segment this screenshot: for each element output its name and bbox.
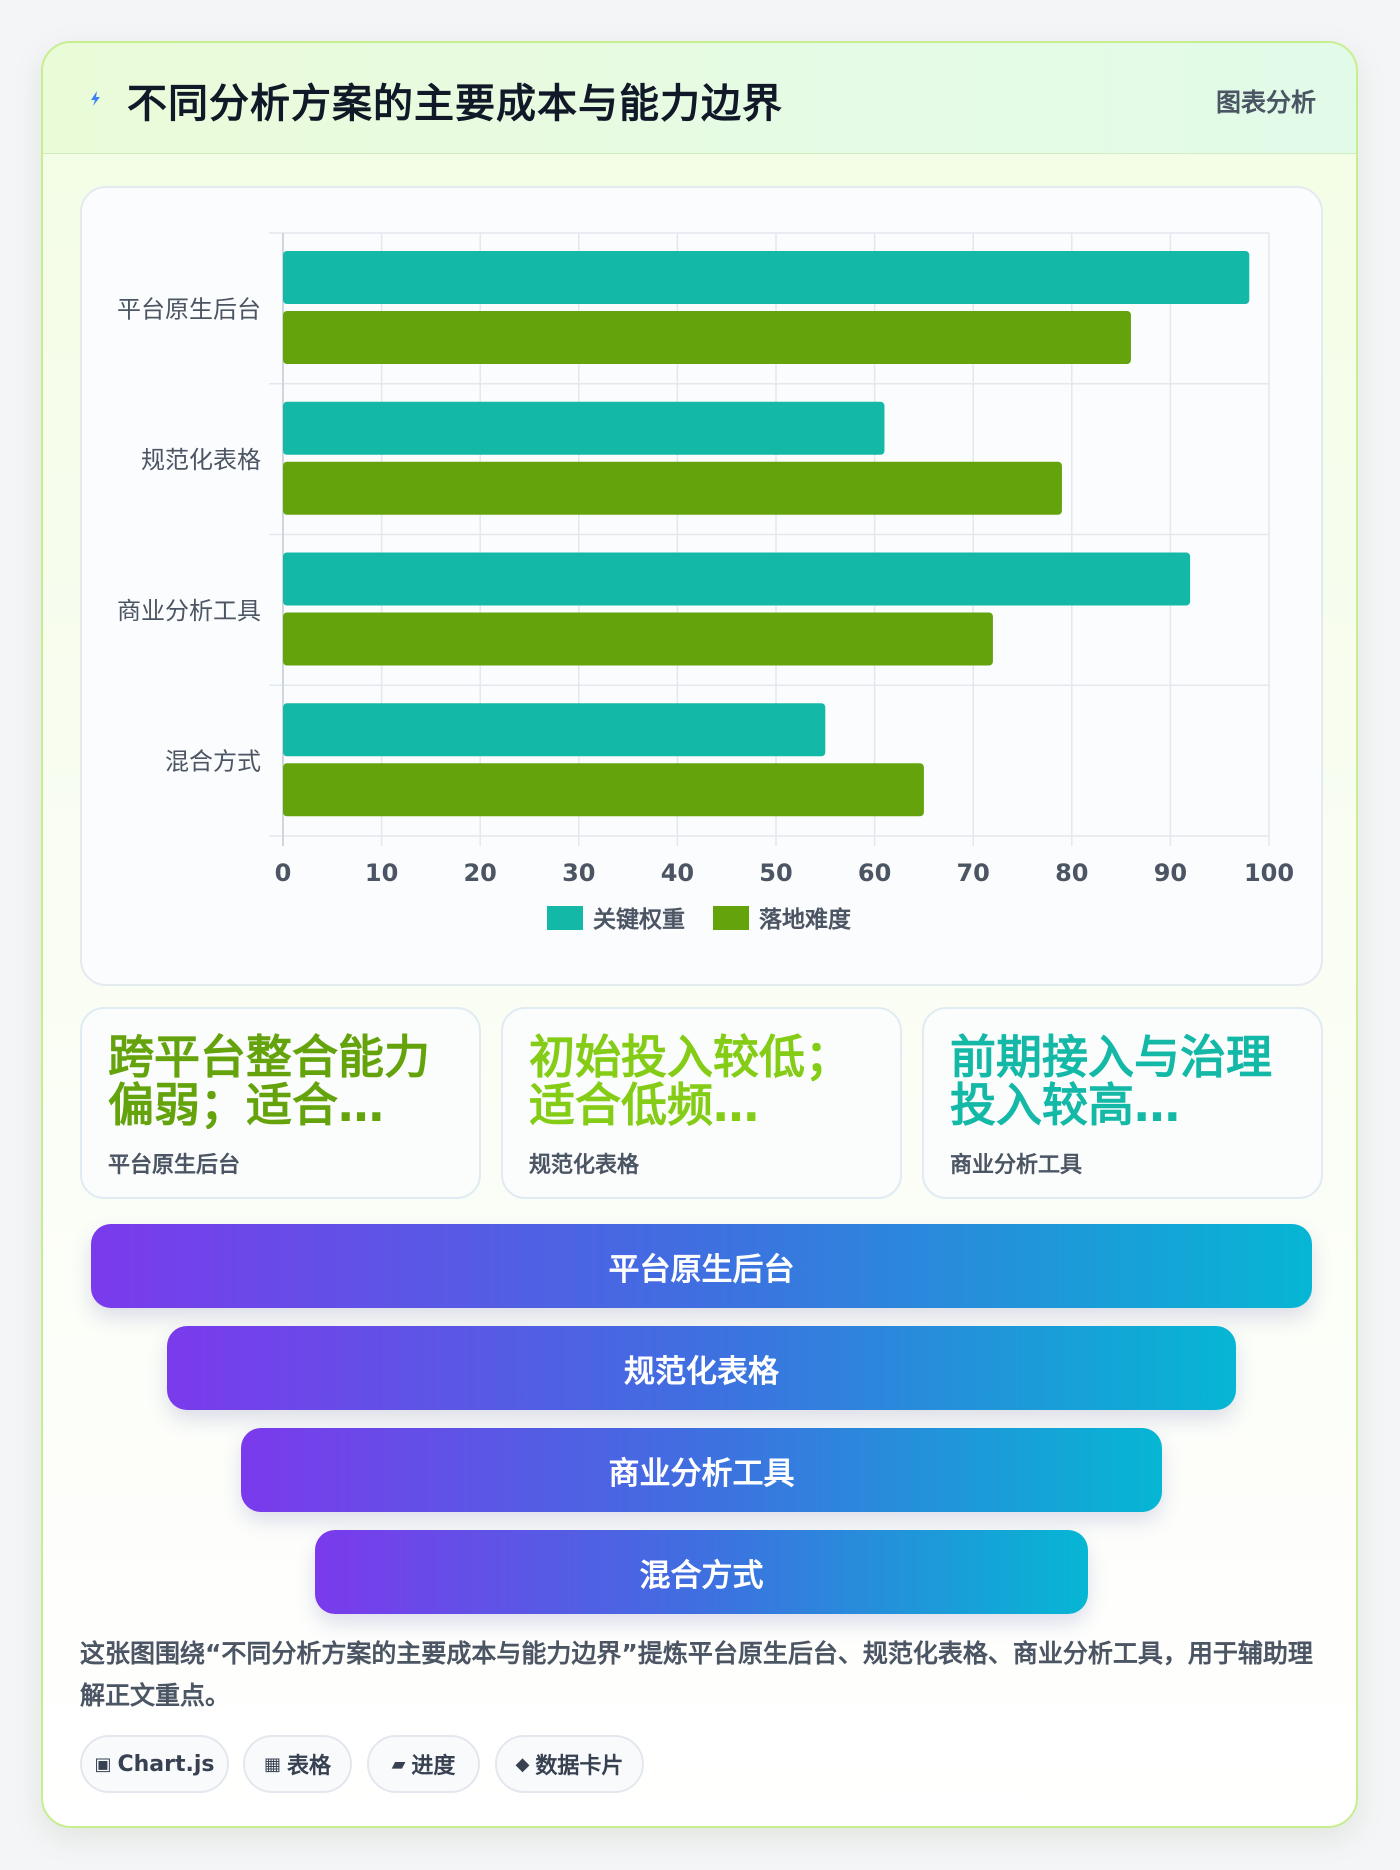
y-tick-label: 平台原生后台 [117, 295, 261, 323]
bar [283, 401, 885, 455]
legend-label: 落地难度 [759, 906, 852, 933]
lightning-icon [91, 91, 100, 106]
x-tick-label: 30 [562, 859, 595, 887]
x-tick-label: 50 [759, 859, 792, 887]
legend-swatch [713, 906, 749, 930]
y-tick-label: 规范化表格 [141, 446, 261, 474]
chip-label: 进度 [411, 1754, 456, 1779]
y-tick-label: 混合方式 [165, 748, 261, 776]
stat-label: 平台原生后台 [108, 1153, 241, 1178]
chip-progress[interactable]: ▰ 进度 [367, 1735, 480, 1793]
stat-value: 跨平台整合能力偏弱；适合… [108, 1033, 430, 1129]
chart-panel: 平台原生后台规范化表格商业分析工具混合方式 0 10 20 30 40 50 60 70 80 90… [80, 186, 1323, 986]
stat-value: 初始投入较低；适合低频… [529, 1033, 851, 1129]
chip-label: 表格 [287, 1754, 332, 1779]
x-tick-label: 10 [365, 859, 398, 887]
x-tick-label: 90 [1154, 859, 1187, 887]
chip-label: 数据卡片 [535, 1754, 624, 1779]
stat-label: 商业分析工具 [950, 1153, 1083, 1178]
x-tick-label: 20 [463, 859, 496, 887]
x-tick-label: 60 [858, 859, 891, 887]
x-tick-label: 40 [661, 859, 694, 887]
bar [283, 552, 1191, 606]
bar [283, 703, 826, 757]
stat-card-1: 跨平台整合能力偏弱；适合… 平台原生后台 [80, 1007, 481, 1199]
stat-card-3: 前期接入与治理投入较高… 商业分析工具 [922, 1007, 1323, 1199]
chip-table[interactable]: ▦ 表格 [243, 1735, 352, 1793]
bar [283, 251, 1250, 304]
diamond-icon: ◆ [515, 1753, 530, 1775]
bar [283, 311, 1131, 364]
summary-note: 这张图围绕“不同分析方案的主要成本与能力边界”提炼平台原生后台、规范化表格、商业… [80, 1639, 1313, 1710]
stat-card-2: 初始投入较低；适合低频… 规范化表格 [501, 1007, 902, 1199]
chart-analysis-tag: 图表分析 [1215, 88, 1316, 117]
main-card: 不同分析方案的主要成本与能力边界 图表分析 平台原生后台 规范化表格 商业分析工具混… [41, 41, 1358, 1828]
bar [283, 461, 1062, 515]
page-title: 不同分析方案的主要成本与能力边界 [127, 81, 783, 127]
table-icon: ▦ [263, 1753, 281, 1775]
chip-chartjs[interactable]: ▣ Chart.js [80, 1735, 229, 1793]
card-header: 不同分析方案的主要成本与能力边界 图表分析 [43, 43, 1356, 154]
y-tick-label: 商业分析工具 [117, 597, 261, 625]
funnel-step-4: 混合方式 [315, 1530, 1088, 1614]
stat-label: 规范化表格 [529, 1153, 640, 1178]
funnel-step-3: 商业分析工具 [241, 1428, 1162, 1512]
progress-icon: ▰ [391, 1753, 406, 1775]
legend-label: 关键权重 [593, 906, 685, 933]
stat-value: 前期接入与治理投入较高… [950, 1033, 1272, 1129]
legend-swatch [547, 906, 583, 930]
chip-data-card[interactable]: ◆ 数据卡片 [495, 1735, 644, 1793]
x-tick-label: 70 [956, 859, 989, 887]
funnel-step-1: 平台原生后台 [91, 1224, 1312, 1308]
funnel-step-2: 规范化表格 [167, 1326, 1236, 1410]
x-tick-label: 80 [1055, 859, 1088, 887]
bar [283, 612, 993, 666]
chip-label: Chart.js [117, 1751, 215, 1777]
chart-icon: ▣ [94, 1753, 112, 1775]
x-tick-label: 100 [1244, 859, 1294, 887]
bar [283, 763, 924, 817]
x-tick-label: 0 [275, 859, 292, 887]
